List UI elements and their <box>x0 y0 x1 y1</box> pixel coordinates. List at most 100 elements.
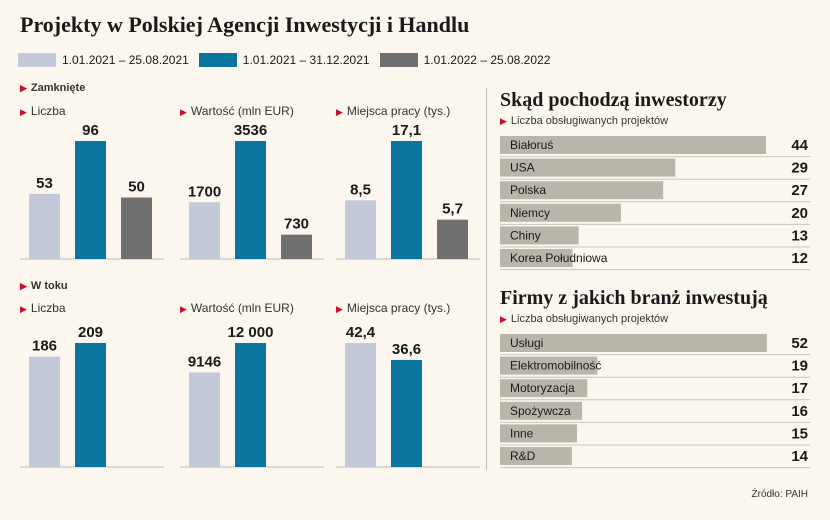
chart-1-title-text: Liczba <box>30 104 66 118</box>
hbar <box>500 447 572 465</box>
bar <box>345 200 376 259</box>
bar-value-label: 17,1 <box>392 122 421 139</box>
hbar-value-label: 52 <box>791 335 808 352</box>
arrow-icon: ▶ <box>20 83 27 93</box>
industries-subtitle-text: Liczba obsługiwanych projektów <box>510 313 669 325</box>
bar <box>391 141 422 259</box>
hbar <box>500 379 588 398</box>
hbar-category-label: Białoruś <box>510 138 553 152</box>
hbar <box>500 424 577 443</box>
legend-swatch-2 <box>198 53 237 67</box>
arrow-icon: ▶ <box>20 281 27 291</box>
bar-value-label: 3536 <box>234 122 267 139</box>
chart-5-title-text: Wartość (mln EUR) <box>190 301 294 315</box>
bar <box>121 197 152 259</box>
legend-label-2: 1.01.2021 – 31.12.2021 <box>242 53 370 67</box>
investors-title: Skąd pochodzą inwestorzy <box>500 89 727 111</box>
hbar <box>500 356 598 375</box>
legend-label-3: 1.01.2022 – 25.08.2022 <box>423 53 551 67</box>
bar-value-label: 12 000 <box>228 324 274 341</box>
source-note: Źródło: PAIH <box>751 489 809 500</box>
hbar-category-label: Chiny <box>510 228 541 242</box>
hbar <box>500 334 767 352</box>
bar <box>75 343 106 467</box>
arrow-icon: ▶ <box>20 107 27 117</box>
chart-2-title-text: Wartość (mln EUR) <box>190 104 294 118</box>
bar-value-label: 36,6 <box>392 341 421 358</box>
bar <box>235 141 266 259</box>
hbar-category-label: Polska <box>510 183 546 197</box>
arrow-icon: ▶ <box>336 304 343 314</box>
chart-1-title: ▶ Liczba <box>20 104 66 118</box>
hbar-category-label: Motoryzacja <box>510 381 575 395</box>
bar <box>437 219 468 259</box>
industries-title: Firmy z jakich branż inwestują <box>500 287 768 309</box>
hbar <box>500 249 573 267</box>
hbar-value-label: 29 <box>791 160 808 177</box>
hbar-value-label: 16 <box>791 403 808 420</box>
hbar-category-label: Korea Południowa <box>510 251 608 265</box>
section-ongoing-text: W toku <box>30 280 68 292</box>
hbar-value-label: 20 <box>791 205 808 222</box>
hbar <box>500 181 664 200</box>
bar <box>189 202 220 259</box>
hbar <box>500 203 621 222</box>
hbar-category-label: Niemcy <box>510 206 550 220</box>
legend-item-3: 1.01.2022 – 25.08.2022 <box>379 53 551 67</box>
investors-subtitle-text: Liczba obsługiwanych projektów <box>510 115 669 127</box>
horizontal-bar-charts: Białoruś 44 USA 29 Polska 27 Niemcy 20 Chiny 13 Ko… <box>500 136 810 469</box>
chart-4-title: ▶ Liczba <box>20 301 66 315</box>
legend-swatch-1 <box>18 53 56 67</box>
bar-value-label: 9146 <box>188 353 221 370</box>
bar-value-label: 53 <box>36 175 53 192</box>
arrow-icon: ▶ <box>180 304 187 314</box>
bar <box>281 234 312 259</box>
legend: 1.01.2021 – 25.08.2021 1.01.2021 – 31.12… <box>18 53 550 67</box>
arrow-icon: ▶ <box>20 304 27 314</box>
arrow-icon: ▶ <box>180 107 187 117</box>
legend-label-1: 1.01.2021 – 25.08.2021 <box>62 53 189 67</box>
hbar <box>500 158 676 177</box>
hbar <box>500 226 579 245</box>
page-title: Projekty w Polskiej Agencji Inwestycji i… <box>20 12 470 37</box>
hbar-value-label: 14 <box>791 448 808 465</box>
hbar-category-label: USA <box>510 161 535 175</box>
legend-item-2: 1.01.2021 – 31.12.2021 <box>198 53 370 67</box>
legend-item-1: 1.01.2021 – 25.08.2021 <box>18 53 189 67</box>
hbar-value-label: 19 <box>791 358 808 375</box>
bar <box>391 359 422 467</box>
bar-value-label: 186 <box>32 338 57 355</box>
chart-4-title-text: Liczba <box>30 301 66 315</box>
bar <box>235 343 266 467</box>
bar <box>345 343 376 467</box>
hbar-category-label: Usługi <box>510 336 543 350</box>
bar <box>75 141 106 259</box>
bar <box>29 356 60 467</box>
chart-6-title-text: Miejsca pracy (tys.) <box>346 301 451 315</box>
hbar-value-label: 13 <box>791 227 808 244</box>
bar <box>29 193 60 259</box>
bar-value-label: 42,4 <box>346 324 376 341</box>
hbar-category-label: R&D <box>510 449 536 463</box>
arrow-icon: ▶ <box>336 107 343 117</box>
section-ongoing-label: ▶ W toku <box>20 280 68 292</box>
hbar-value-label: 44 <box>791 137 808 154</box>
industries-subtitle: ▶ Liczba obsługiwanych projektów <box>500 313 668 325</box>
arrow-icon: ▶ <box>500 116 507 126</box>
bar-value-label: 209 <box>78 324 103 341</box>
vertical-divider <box>486 88 487 470</box>
chart-2-title: ▶ Wartość (mln EUR) <box>180 104 294 118</box>
bar-value-label: 1700 <box>188 183 221 200</box>
bar-value-label: 50 <box>128 179 145 196</box>
hbar-category-label: Inne <box>510 426 534 440</box>
section-closed-text: Zamknięte <box>30 82 86 94</box>
bar-value-label: 730 <box>284 216 309 233</box>
chart-5-title: ▶ Wartość (mln EUR) <box>180 301 294 315</box>
hbar-value-label: 27 <box>791 182 808 199</box>
hbar-category-label: Spożywcza <box>510 404 571 418</box>
chart-6-title: ▶ Miejsca pracy (tys.) <box>336 301 450 315</box>
arrow-icon: ▶ <box>500 314 507 324</box>
vertical-bar-charts: 53 96 50 1700 3536 730 8,5 17,1 5,7 186 209 9146 12 … <box>20 122 480 468</box>
legend-swatch-3 <box>379 53 418 67</box>
investors-subtitle: ▶ Liczba obsługiwanych projektów <box>500 115 668 127</box>
